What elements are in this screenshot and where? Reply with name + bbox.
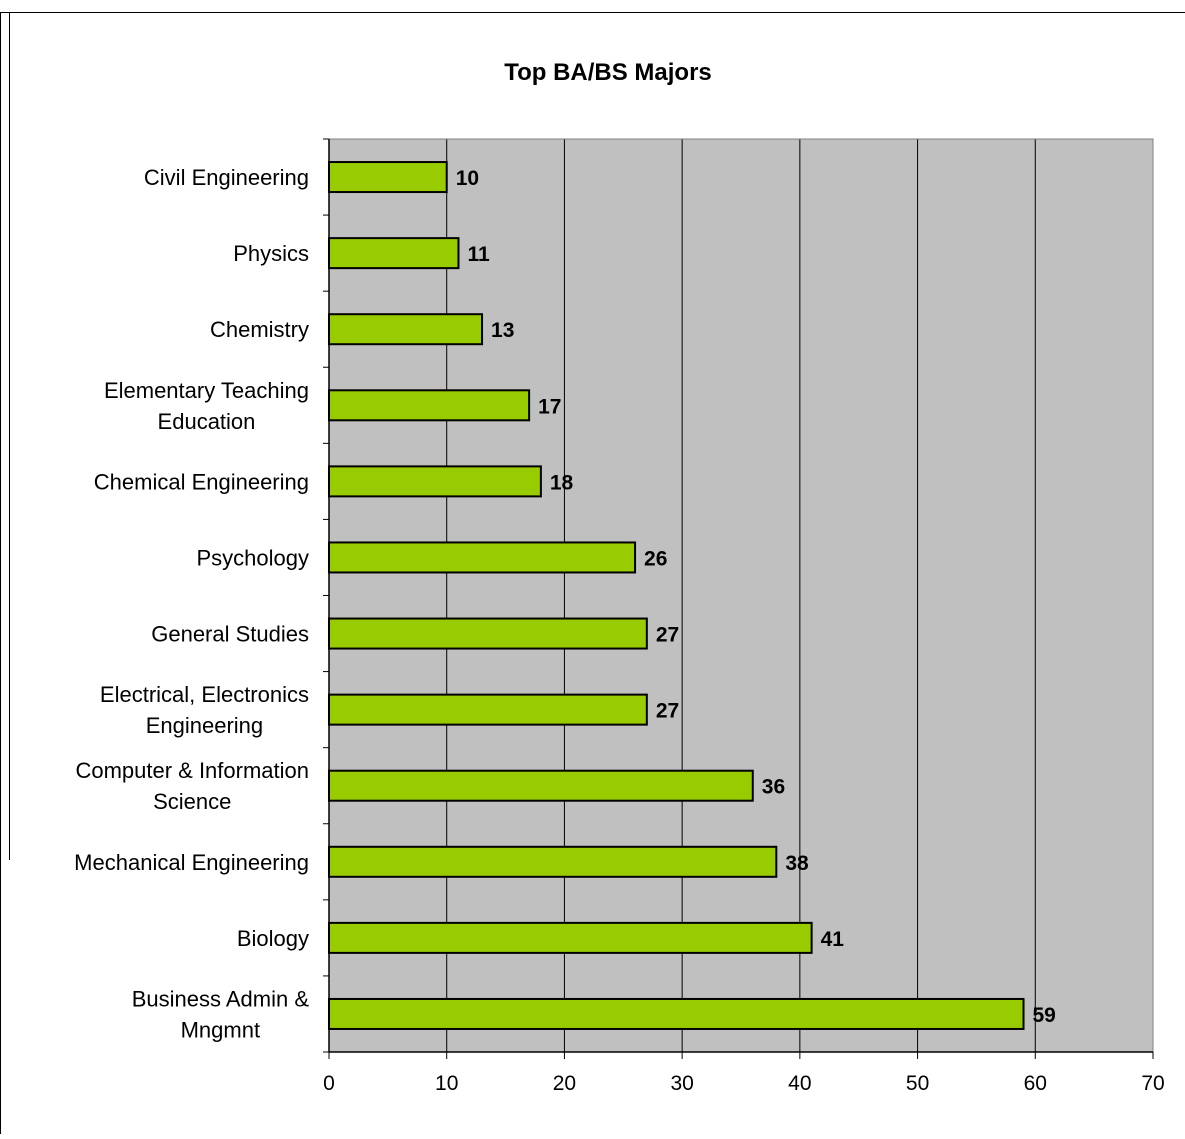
x-tick-label: 10: [435, 1072, 458, 1095]
bar: [328, 693, 648, 726]
bar-value-label: 27: [656, 624, 679, 647]
bar: [328, 465, 542, 498]
plot-area: 0 10 20 30 40 50 60 70 10 Civil Engineering 11 Phys…: [74, 138, 1165, 1095]
category-label: General Studies: [151, 622, 309, 647]
x-tick-label: 40: [788, 1072, 811, 1095]
plot-background: [329, 139, 1153, 1052]
category-label: Physics: [233, 241, 309, 266]
category-label: Chemistry: [210, 317, 309, 342]
bar: [328, 921, 813, 954]
category-label: Electrical, Electronics Engineering: [100, 682, 309, 738]
bar-value-label: 18: [550, 471, 574, 494]
bar-value-label: 59: [1033, 1004, 1056, 1027]
bar: [328, 313, 484, 346]
bar-value-label: 41: [821, 928, 845, 951]
x-tick-label: 20: [553, 1072, 576, 1095]
category-label: Chemical Engineering: [94, 469, 309, 494]
bar: [328, 389, 531, 422]
category-label-line: Electrical, Electronics: [100, 682, 309, 707]
category-label-line: Engineering: [146, 713, 263, 738]
bar-value-label: 11: [467, 243, 490, 266]
bar: [328, 617, 648, 650]
category-label-line: Education: [158, 409, 256, 434]
bar-value-label: 27: [656, 700, 679, 723]
bar-value-label: 17: [538, 395, 561, 418]
chart-title: Top BA/BS Majors: [504, 59, 712, 86]
category-label: Civil Engineering: [144, 165, 309, 190]
bar: [328, 161, 448, 194]
x-tick-label: 60: [1024, 1072, 1047, 1095]
bar: [328, 237, 460, 270]
category-label-line: Computer & Information: [75, 758, 309, 783]
bar-value-label: 26: [644, 547, 667, 570]
x-tick-label: 0: [323, 1072, 335, 1095]
bar: [328, 769, 754, 802]
bar: [328, 845, 778, 878]
bar-value-label: 10: [456, 167, 479, 190]
category-label-line: Science: [153, 789, 231, 814]
category-label: Mechanical Engineering: [74, 850, 309, 875]
category-label-line: Elementary Teaching: [104, 378, 309, 403]
category-label: Business Admin & Mngmnt: [132, 986, 310, 1042]
bar: [328, 997, 1025, 1030]
x-tick-label: 30: [670, 1072, 693, 1095]
category-label: Elementary Teaching Education: [104, 378, 309, 434]
category-label-line: Mngmnt: [181, 1017, 260, 1042]
x-tick-label: 50: [906, 1072, 929, 1095]
bar-value-label: 38: [785, 852, 809, 875]
x-tick-label: 70: [1141, 1072, 1164, 1095]
category-label: Psychology: [196, 545, 309, 570]
bar: [328, 541, 637, 574]
bar-value-label: 13: [491, 319, 514, 342]
category-label-line: Business Admin &: [132, 986, 310, 1011]
category-label: Computer & Information Science: [75, 758, 309, 814]
bar-value-label: 36: [762, 776, 785, 799]
category-label: Biology: [237, 926, 309, 951]
